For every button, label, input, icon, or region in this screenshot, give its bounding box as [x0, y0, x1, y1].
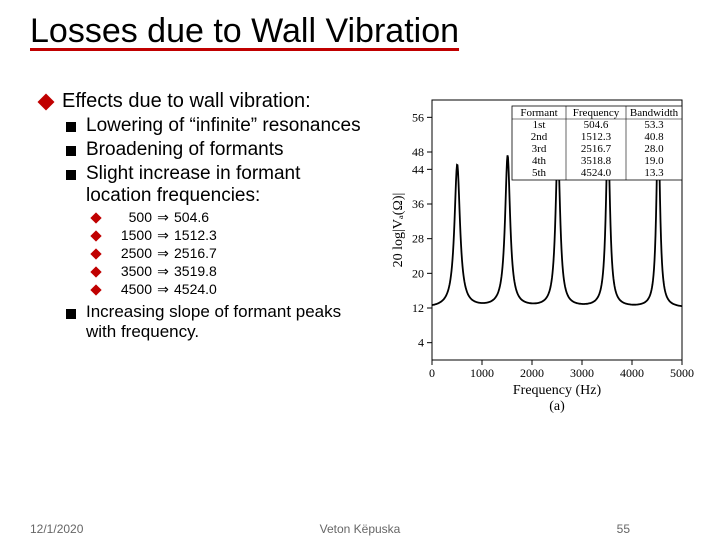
chart-svg: 0 1000 2000 3000 4000 5000 4 12 20 28 36 44 48 56 Freq…	[388, 90, 698, 420]
bullet-main: Effects due to wall vibration:	[40, 90, 370, 113]
bullet-sub-0: Lowering of “infinite” resonances	[66, 115, 370, 137]
svg-text:12: 12	[412, 301, 424, 315]
slide: Losses due to Wall Vibration Effects due…	[0, 0, 720, 540]
diamond-icon	[90, 230, 101, 241]
svg-text:56: 56	[412, 110, 424, 124]
svg-text:Frequency: Frequency	[573, 107, 620, 119]
freq-shift-4: 4500⇒4524.0	[92, 281, 370, 298]
square-icon	[66, 309, 76, 319]
svg-text:3518.8: 3518.8	[581, 155, 612, 167]
svg-text:2516.7: 2516.7	[581, 143, 612, 155]
diamond-icon	[90, 248, 101, 259]
svg-text:Formant: Formant	[520, 107, 557, 119]
diamond-icon	[90, 284, 101, 295]
square-icon	[66, 122, 76, 132]
bullet-sub-2: Slight increase in formant location freq…	[66, 163, 370, 207]
svg-text:20 log|Vₐ(Ω)|: 20 log|Vₐ(Ω)|	[391, 193, 406, 268]
svg-text:Bandwidth: Bandwidth	[630, 107, 679, 119]
freq-shift-1: 1500⇒1512.3	[92, 227, 370, 244]
bullet-sub-text: Lowering of “infinite” resonances	[86, 115, 361, 137]
square-icon	[66, 146, 76, 156]
svg-text:53.3: 53.3	[644, 119, 664, 131]
svg-text:1512.3: 1512.3	[581, 131, 612, 143]
svg-text:504.6: 504.6	[584, 119, 609, 131]
svg-text:36: 36	[412, 197, 424, 211]
bullet-sub-text: Slight increase in formant location freq…	[86, 163, 370, 207]
bullet-last-text: Increasing slope of formant peaks with f…	[86, 302, 370, 342]
bullet-sub-text: Broadening of formants	[86, 139, 284, 161]
slide-title: Losses due to Wall Vibration	[30, 12, 459, 51]
diamond-icon	[90, 266, 101, 277]
bullet-main-text: Effects due to wall vibration:	[62, 90, 311, 113]
freq-shift-3: 3500⇒3519.8	[92, 263, 370, 280]
freq-shift-0: 500⇒504.6	[92, 209, 370, 226]
svg-text:5000: 5000	[670, 366, 694, 380]
formant-figure: 0 1000 2000 3000 4000 5000 4 12 20 28 36 44 48 56 Freq…	[388, 90, 698, 420]
svg-text:4th: 4th	[532, 155, 547, 167]
svg-text:20: 20	[412, 266, 424, 280]
svg-text:44: 44	[412, 162, 424, 176]
bullet-last: Increasing slope of formant peaks with f…	[66, 302, 370, 342]
svg-text:28: 28	[412, 232, 424, 246]
svg-text:3rd: 3rd	[532, 143, 547, 155]
square-icon	[66, 170, 76, 180]
svg-text:0: 0	[429, 366, 435, 380]
svg-text:2000: 2000	[520, 366, 544, 380]
content-body: Effects due to wall vibration: Lowering …	[40, 90, 370, 342]
svg-text:Frequency (Hz): Frequency (Hz)	[513, 383, 602, 398]
svg-text:1000: 1000	[470, 366, 494, 380]
footer-page: 55	[617, 522, 630, 536]
svg-text:4: 4	[418, 336, 424, 350]
footer-author: Veton Këpuska	[0, 522, 720, 536]
bullet-sub-1: Broadening of formants	[66, 139, 370, 161]
svg-text:(a): (a)	[549, 399, 565, 414]
svg-text:4000: 4000	[620, 366, 644, 380]
diamond-icon	[90, 212, 101, 223]
diamond-icon	[38, 94, 55, 111]
svg-text:1st: 1st	[533, 119, 546, 131]
svg-text:28.0: 28.0	[644, 143, 664, 155]
svg-text:4524.0: 4524.0	[581, 167, 612, 179]
svg-text:5th: 5th	[532, 167, 547, 179]
svg-text:40.8: 40.8	[644, 131, 664, 143]
svg-text:13.3: 13.3	[644, 167, 664, 179]
svg-text:2nd: 2nd	[531, 131, 548, 143]
svg-text:3000: 3000	[570, 366, 594, 380]
svg-text:48: 48	[412, 145, 424, 159]
svg-text:19.0: 19.0	[644, 155, 664, 167]
freq-shift-2: 2500⇒2516.7	[92, 245, 370, 262]
